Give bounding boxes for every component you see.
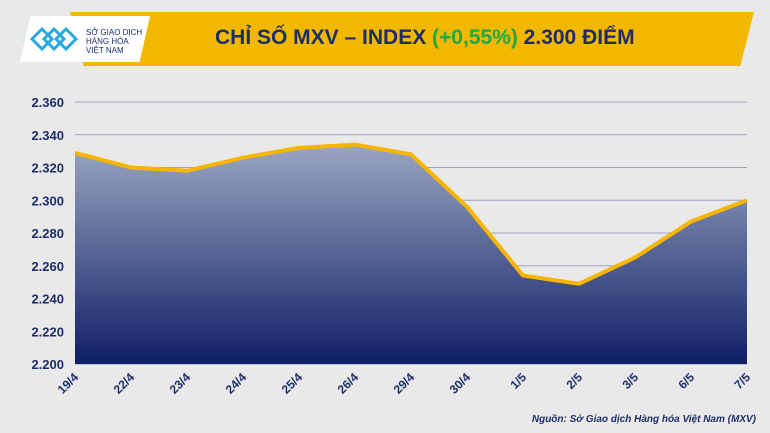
x-tick-label: 3/5 (619, 370, 641, 392)
y-tick-label: 2.300 (31, 193, 64, 208)
x-tick-label: 22/4 (111, 370, 138, 397)
y-tick-label: 2.280 (31, 226, 64, 241)
x-tick-label: 24/4 (223, 370, 250, 397)
x-tick-label: 30/4 (447, 370, 474, 397)
x-tick-label: 26/4 (335, 370, 362, 397)
x-tick-label: 6/5 (675, 370, 697, 392)
title-percent: (+0,55%) (432, 26, 518, 49)
y-tick-label: 2.360 (31, 95, 64, 110)
title-banner (70, 12, 754, 66)
logo (20, 16, 150, 62)
y-tick-label: 2.340 (31, 128, 64, 143)
logo-mark-icon (29, 26, 79, 52)
x-tick-label: 23/4 (167, 370, 194, 397)
x-tick-label: 19/4 (55, 370, 82, 397)
y-tick-label: 2.320 (31, 161, 64, 176)
x-tick-label: 25/4 (279, 370, 306, 397)
x-tick-label: 1/5 (507, 370, 529, 392)
logo-text: SỞ GIAO DỊCH HÀNG HÓA VIỆT NAM (86, 28, 143, 55)
source-note: Nguồn: Sở Giao dịch Hàng hóa Việt Nam (M… (531, 414, 756, 425)
y-tick-label: 2.220 (31, 324, 64, 339)
title-value: 2.300 ĐIỂM (517, 26, 635, 49)
title-text: CHỈ SỐ MXV – INDEX (215, 26, 433, 49)
x-tick-label: 7/5 (731, 370, 753, 392)
x-tick-label: 2/5 (563, 370, 585, 392)
series-line (74, 142, 748, 286)
area-fill (75, 144, 747, 364)
y-tick-label: 2.260 (31, 259, 64, 274)
chart-title: CHỈ SỐ MXV – INDEX (+0,55%) 2.300 ĐIỂM (215, 26, 635, 50)
x-tick-label: 29/4 (391, 370, 418, 397)
y-tick-label: 2.240 (31, 292, 64, 307)
y-tick-label: 2.200 (31, 357, 64, 372)
